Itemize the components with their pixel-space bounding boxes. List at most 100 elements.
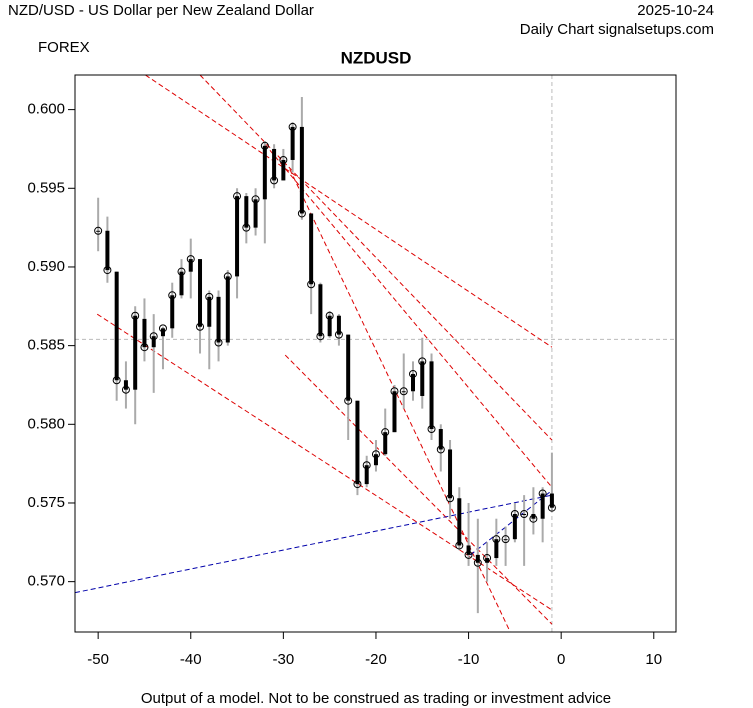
body	[216, 296, 221, 343]
close-marker	[251, 195, 260, 204]
body	[133, 315, 138, 390]
close-marker	[390, 387, 399, 396]
body	[466, 545, 471, 555]
body	[309, 213, 314, 285]
body	[198, 259, 203, 327]
close-marker	[399, 387, 408, 396]
body	[272, 148, 277, 181]
y-tick-label: 0.595	[27, 179, 65, 196]
footer: Output of a model. Not to be construed a…	[141, 690, 611, 707]
body	[262, 145, 267, 200]
plot	[75, 75, 676, 632]
trend-line	[75, 494, 553, 594]
body	[281, 159, 286, 181]
y-tick-label: 0.575	[27, 494, 65, 511]
x-tick-label: -30	[273, 651, 295, 668]
close-marker	[344, 396, 353, 405]
body	[336, 315, 341, 335]
close-marker	[325, 311, 334, 320]
body	[364, 465, 369, 485]
body	[327, 315, 332, 337]
body	[244, 196, 249, 228]
close-marker	[316, 332, 325, 341]
close-marker	[446, 494, 455, 503]
close-marker	[242, 223, 251, 232]
close-marker	[418, 357, 427, 366]
close-marker	[529, 514, 538, 523]
body	[438, 429, 443, 450]
body	[179, 271, 184, 296]
body	[355, 400, 360, 485]
trend-line	[470, 489, 553, 556]
close-marker	[455, 541, 464, 550]
body	[522, 513, 527, 515]
trend-line	[145, 75, 553, 348]
close-marker	[297, 209, 306, 218]
body	[420, 361, 425, 396]
close-marker	[538, 489, 547, 498]
x-tick-label: -20	[365, 651, 387, 668]
body	[531, 513, 536, 519]
body	[448, 449, 453, 499]
plot-frame	[74, 74, 677, 633]
body	[485, 558, 490, 563]
trend-line	[96, 313, 553, 611]
close-marker	[473, 558, 482, 567]
close-marker	[334, 330, 343, 339]
x-tick-label: -40	[180, 651, 202, 668]
close-marker	[381, 428, 390, 437]
close-marker	[103, 266, 112, 275]
close-marker	[288, 122, 297, 131]
body	[235, 196, 240, 277]
close-marker	[436, 445, 445, 454]
close-marker	[510, 509, 519, 518]
page-title: NZD/USD - US Dollar per New Zealand Doll…	[8, 2, 314, 19]
close-marker	[279, 155, 288, 164]
body	[299, 126, 304, 214]
close-marker	[464, 550, 473, 559]
close-marker	[149, 332, 158, 341]
close-marker	[177, 267, 186, 276]
body	[253, 199, 258, 228]
close-marker	[547, 503, 556, 512]
body	[96, 230, 101, 232]
close-marker	[121, 385, 130, 394]
close-marker	[501, 535, 510, 544]
close-marker	[483, 554, 492, 563]
market: FOREX	[38, 39, 90, 56]
close-marker	[112, 376, 121, 385]
body	[142, 318, 147, 348]
chart-title: NZDUSD	[341, 48, 412, 67]
body	[392, 391, 397, 433]
body	[401, 391, 406, 393]
x-tick-label: -50	[87, 651, 109, 668]
y-tick-label: 0.600	[27, 101, 65, 118]
x-tick-label: -10	[458, 651, 480, 668]
body	[549, 493, 554, 508]
close-marker	[427, 425, 436, 434]
date: 2025-10-24	[637, 2, 714, 19]
body	[429, 361, 434, 430]
close-marker	[353, 480, 362, 489]
body	[123, 380, 128, 390]
close-marker	[140, 343, 149, 352]
close-marker	[158, 324, 167, 333]
close-marker	[223, 272, 232, 281]
body	[114, 271, 119, 381]
close-marker	[307, 280, 316, 289]
body	[105, 230, 110, 271]
y-tick-label: 0.580	[27, 415, 65, 432]
close-marker	[214, 338, 223, 347]
trend-line	[289, 169, 511, 632]
body	[151, 336, 156, 348]
y-tick-label: 0.585	[27, 337, 65, 354]
y-tick-label: 0.590	[27, 258, 65, 275]
close-marker	[371, 450, 380, 459]
body	[540, 493, 545, 519]
close-marker	[260, 141, 269, 150]
body	[457, 498, 462, 546]
close-marker	[205, 292, 214, 301]
x-tick-label: 0	[557, 651, 565, 668]
close-marker	[94, 226, 103, 235]
